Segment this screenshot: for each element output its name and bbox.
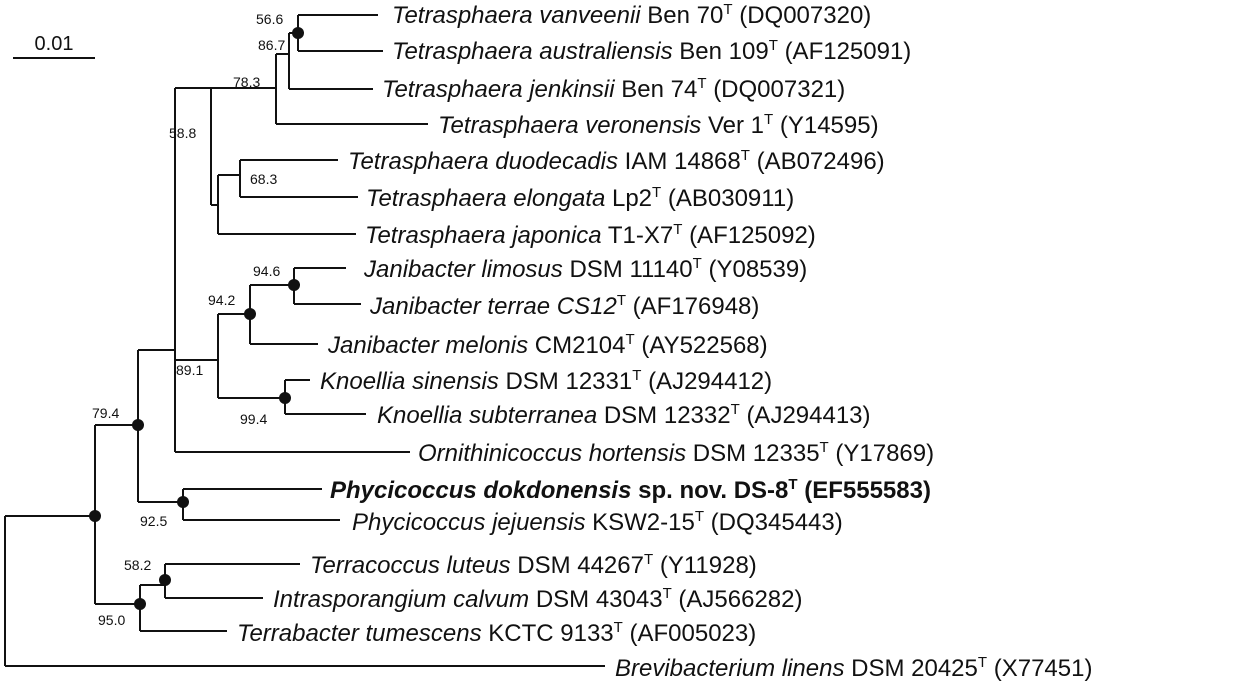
bootstrap-value: 94.2 <box>208 292 235 308</box>
taxon-label: Brevibacterium linens DSM 20425T (X77451… <box>615 654 1092 682</box>
bootstrap-value: 89.1 <box>176 362 203 378</box>
taxon-label: Tetrasphaera australiensis Ben 109T (AF1… <box>392 37 911 65</box>
bootstrap-value: 79.4 <box>92 405 119 421</box>
scale-bar-label: 0.01 <box>35 33 74 55</box>
bootstrap-value: 92.5 <box>140 513 167 529</box>
taxon-label: Janibacter terrae CS12T (AF176948) <box>369 292 759 320</box>
node-marker <box>177 496 189 508</box>
tree-branches <box>4 14 605 667</box>
node-markers <box>89 27 304 610</box>
bootstrap-value: 86.7 <box>258 37 285 53</box>
taxon-label-new-species: Phycicoccus dokdonensis sp. nov. DS-8T (… <box>330 476 931 504</box>
node-marker <box>288 279 300 291</box>
taxon-label: Knoellia sinensis DSM 12331T (AJ294412) <box>320 367 772 395</box>
node-marker <box>159 574 171 586</box>
node-marker <box>292 27 304 39</box>
bootstrap-value: 78.3 <box>233 74 260 90</box>
bootstrap-value: 94.6 <box>253 263 280 279</box>
scale-bar: 0.01 <box>13 33 95 59</box>
taxon-label: Terrabacter tumescens KCTC 9133T (AF0050… <box>237 619 756 647</box>
node-marker <box>244 308 256 320</box>
taxon-label: Tetrasphaera vanveenii Ben 70T (DQ007320… <box>392 1 871 29</box>
node-marker <box>89 510 101 522</box>
taxon-label: Phycicoccus jejuensis KSW2-15T (DQ345443… <box>352 508 843 536</box>
bootstrap-value: 95.0 <box>98 612 125 628</box>
bootstrap-values: 56.6 86.7 78.3 58.8 68.3 94.6 94.2 89.1 … <box>92 11 285 628</box>
taxon-label: Janibacter limosus DSM 11140T (Y08539) <box>363 255 807 283</box>
node-marker <box>134 598 146 610</box>
bootstrap-value: 99.4 <box>240 411 267 427</box>
taxon-label: Ornithinicoccus hortensis DSM 12335T (Y1… <box>418 439 934 467</box>
bootstrap-value: 58.2 <box>124 557 151 573</box>
bootstrap-value: 68.3 <box>250 171 277 187</box>
taxon-label: Tetrasphaera jenkinsii Ben 74T (DQ007321… <box>382 75 845 103</box>
taxon-label: Tetrasphaera elongata Lp2T (AB030911) <box>366 184 794 212</box>
bootstrap-value: 58.8 <box>169 125 196 141</box>
taxon-label: Tetrasphaera duodecadis IAM 14868T (AB07… <box>348 147 885 175</box>
bootstrap-value: 56.6 <box>256 11 283 27</box>
taxon-label: Janibacter melonis CM2104T (AY522568) <box>327 331 768 359</box>
taxon-label: Terracoccus luteus DSM 44267T (Y11928) <box>310 551 757 579</box>
taxon-label: Intrasporangium calvum DSM 43043T (AJ566… <box>273 585 802 613</box>
taxon-label: Knoellia subterranea DSM 12332T (AJ29441… <box>377 401 871 429</box>
node-marker <box>279 392 291 404</box>
taxon-label: Tetrasphaera japonica T1-X7T (AF125092) <box>365 221 816 249</box>
taxon-labels: Tetrasphaera vanveenii Ben 70T (DQ007320… <box>237 1 1092 682</box>
taxon-label: Tetrasphaera veronensis Ver 1T (Y14595) <box>438 111 879 139</box>
node-marker <box>132 419 144 431</box>
